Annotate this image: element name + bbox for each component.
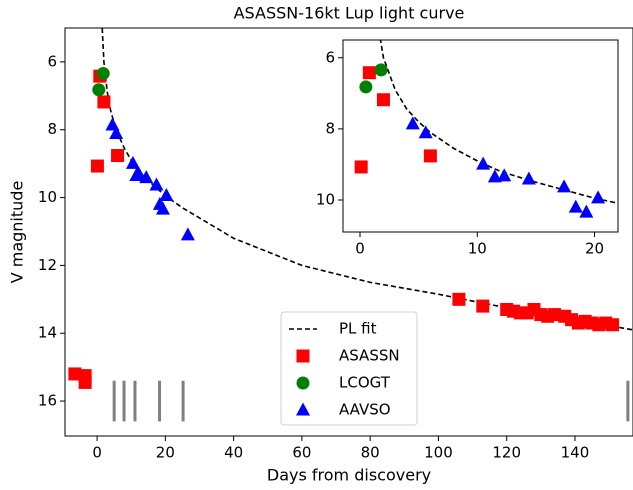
legend-marker bbox=[296, 349, 310, 363]
y-tick-label: 10 bbox=[38, 188, 57, 206]
marker-triangle bbox=[557, 179, 572, 193]
x-tick-label: 10 bbox=[468, 240, 487, 258]
y-axis-label: V magnitude bbox=[8, 181, 27, 284]
x-tick-label: 20 bbox=[156, 444, 175, 462]
legend-marker bbox=[296, 402, 310, 416]
fit-line bbox=[379, 40, 618, 205]
marker-triangle bbox=[497, 168, 512, 182]
marker-square bbox=[606, 318, 620, 332]
marker-square bbox=[423, 149, 437, 163]
marker-square bbox=[452, 292, 466, 306]
legend-label: ASASSN bbox=[339, 347, 400, 365]
marker-triangle bbox=[579, 204, 594, 218]
plot-frame bbox=[64, 27, 633, 437]
marker-circle bbox=[374, 63, 388, 77]
x-tick-label: 80 bbox=[361, 444, 380, 462]
marker-triangle bbox=[405, 116, 420, 130]
legend-marker bbox=[296, 376, 310, 390]
x-tick-label: 100 bbox=[424, 444, 453, 462]
x-tick-label: 60 bbox=[292, 444, 311, 462]
marker-triangle bbox=[159, 188, 174, 202]
x-tick-label: 0 bbox=[92, 444, 102, 462]
x-tick-label: 140 bbox=[561, 444, 590, 462]
marker-triangle bbox=[418, 125, 433, 139]
marker-triangle bbox=[132, 167, 147, 181]
chart-title: ASASSN-16kt Lup light curve bbox=[234, 4, 465, 23]
marker-triangle bbox=[591, 190, 606, 204]
marker-triangle bbox=[180, 227, 195, 241]
marker-triangle bbox=[125, 155, 140, 169]
plot-area bbox=[68, 28, 633, 422]
legend-label: LCOGT bbox=[339, 374, 391, 392]
plot-frame bbox=[342, 39, 619, 233]
marker-triangle bbox=[155, 201, 170, 215]
marker-triangle bbox=[476, 156, 491, 170]
legend-label: AAVSO bbox=[339, 401, 391, 419]
legend-label: PL fit bbox=[339, 320, 377, 338]
marker-circle bbox=[359, 80, 373, 94]
marker-square bbox=[97, 95, 111, 109]
y-tick-label: 6 bbox=[325, 48, 335, 66]
marker-triangle bbox=[149, 177, 164, 191]
y-tick-label: 6 bbox=[47, 52, 57, 70]
marker-circle bbox=[92, 83, 106, 97]
marker-square bbox=[476, 299, 490, 313]
x-axis-label: Days from discovery bbox=[267, 466, 431, 485]
marker-square bbox=[90, 159, 104, 173]
marker-triangle bbox=[521, 171, 536, 185]
marker-square bbox=[354, 160, 368, 174]
marker-square bbox=[68, 367, 82, 381]
marker-triangle bbox=[487, 169, 502, 183]
marker-triangle bbox=[139, 170, 154, 184]
y-tick-label: 8 bbox=[325, 119, 335, 137]
legend-box bbox=[280, 311, 418, 426]
marker-square bbox=[376, 93, 390, 107]
y-tick-label: 10 bbox=[316, 191, 335, 209]
marker-square bbox=[111, 149, 125, 163]
x-tick-label: 120 bbox=[492, 444, 521, 462]
x-tick-label: 0 bbox=[355, 240, 365, 258]
y-tick-label: 14 bbox=[38, 324, 57, 342]
x-tick-label: 40 bbox=[224, 444, 243, 462]
y-tick-label: 16 bbox=[38, 392, 57, 410]
marker-triangle bbox=[568, 199, 583, 213]
marker-square bbox=[362, 66, 376, 80]
y-tick-label: 8 bbox=[47, 120, 57, 138]
plot-area bbox=[354, 40, 618, 218]
marker-square bbox=[547, 308, 561, 322]
x-tick-label: 20 bbox=[585, 240, 604, 258]
y-tick-label: 12 bbox=[38, 256, 57, 274]
marker-triangle bbox=[109, 125, 124, 139]
marker-square bbox=[78, 375, 92, 389]
marker-circle bbox=[96, 66, 110, 80]
